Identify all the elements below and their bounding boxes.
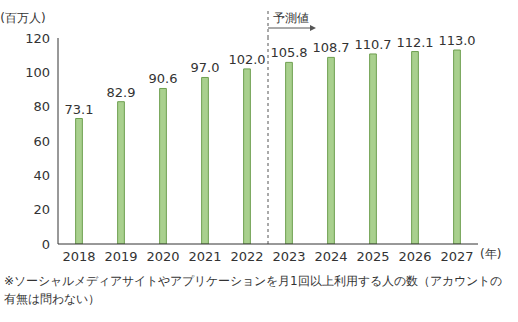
svg-text:2022: 2022	[230, 249, 263, 264]
svg-text:2026: 2026	[398, 249, 431, 264]
svg-text:90.6: 90.6	[149, 71, 178, 86]
html-text:※ソーシャルメディアサイトやアプリケーションを月1回以上利用: ※ソーシャルメディアサイトやアプリケーションを月1回以上利用する人の数（アカウン…	[4, 274, 502, 306]
svg-text:2020: 2020	[146, 249, 179, 264]
svg-text:2027: 2027	[440, 249, 473, 264]
svg-text:113.0: 113.0	[438, 33, 475, 48]
svg-text:2021: 2021	[188, 249, 221, 264]
svg-text:80: 80	[33, 99, 50, 114]
svg-text:2018: 2018	[62, 249, 95, 264]
svg-text:2024: 2024	[314, 249, 347, 264]
svg-text:40: 40	[33, 168, 50, 183]
svg-text:2023: 2023	[272, 249, 305, 264]
svg-text:110.7: 110.7	[354, 37, 391, 52]
svg-text:105.8: 105.8	[270, 45, 307, 60]
svg-text:20: 20	[33, 202, 50, 217]
svg-text:97.0: 97.0	[191, 60, 220, 75]
svg-text:108.7: 108.7	[312, 40, 349, 55]
svg-text:予測値: 予測値	[273, 11, 309, 25]
svg-text:60: 60	[33, 134, 50, 149]
svg-text:120: 120	[25, 31, 50, 46]
svg-text:(年): (年)	[480, 247, 501, 261]
svg-text:112.1: 112.1	[396, 35, 433, 50]
svg-text:102.0: 102.0	[228, 52, 265, 67]
svg-text:100: 100	[25, 65, 50, 80]
svg-text:(百万人): (百万人)	[8, 11, 46, 25]
svg-text:0: 0	[42, 237, 50, 252]
svg-text:2019: 2019	[104, 249, 137, 264]
svg-text:73.1: 73.1	[65, 102, 94, 117]
svg-text:2025: 2025	[356, 249, 389, 264]
svg-text:82.9: 82.9	[107, 85, 136, 100]
